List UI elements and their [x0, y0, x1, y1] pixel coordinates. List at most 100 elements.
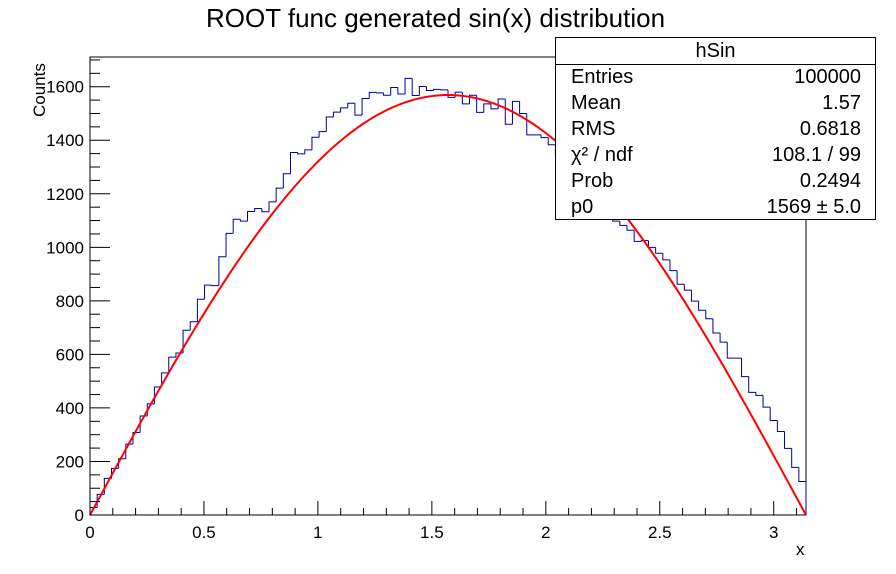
- histogram-bin: [225, 232, 234, 257]
- histogram-bin: [640, 240, 649, 242]
- x-tick-label: 1: [313, 523, 322, 542]
- histogram-bin: [354, 103, 363, 116]
- histogram-bin: [490, 103, 499, 110]
- histogram-bin: [168, 356, 176, 373]
- histogram-bin: [755, 392, 764, 396]
- x-tick-label: 0.5: [192, 523, 216, 542]
- histogram-bin: [705, 310, 713, 320]
- histogram-bin: [254, 208, 262, 212]
- stats-row-chi2: χ² / ndf 108.1 / 99: [571, 142, 861, 168]
- histogram-bin: [332, 111, 341, 117]
- histogram-bin: [390, 87, 398, 96]
- histogram-bin: [368, 91, 377, 99]
- histogram-bin: [282, 173, 291, 189]
- histogram-bin: [433, 88, 441, 91]
- histogram-bin: [189, 321, 198, 331]
- y-tick-label: 0: [75, 506, 84, 525]
- histogram-bin: [748, 376, 756, 393]
- histogram-bin: [519, 101, 527, 114]
- y-axis: 0 200 400 600 800 1000 1200 1400 1600: [46, 59, 110, 525]
- histogram-bin: [196, 298, 205, 322]
- stats-row-rms: RMS 0.6818: [571, 116, 861, 142]
- chart-title: ROOT func generated sin(x) distribution: [206, 3, 666, 33]
- stats-row-p0: p0 1569 ± 5.0: [571, 194, 861, 220]
- fit-layer: [89, 94, 807, 516]
- y-tick-label: 1600: [46, 78, 84, 97]
- stats-value: 1.57: [822, 92, 861, 114]
- histogram-bin: [426, 86, 434, 91]
- stats-value: 0.6818: [799, 118, 861, 140]
- histogram-bin: [325, 116, 334, 132]
- histogram-bin: [719, 332, 728, 343]
- histogram-bin: [125, 443, 133, 459]
- histogram-bin: [375, 92, 384, 94]
- histogram-bin: [411, 78, 420, 97]
- histogram-bin: [798, 467, 807, 515]
- histogram-bin: [182, 329, 191, 354]
- histogram-bin: [647, 240, 656, 248]
- stats-value: 1569 ± 5.0: [766, 196, 861, 218]
- histogram-bin: [361, 97, 370, 116]
- histogram-bin: [726, 342, 735, 359]
- histogram-bin: [669, 259, 678, 272]
- histogram-bin: [340, 107, 348, 113]
- histogram-bin: [232, 218, 241, 234]
- y-tick-label: 400: [56, 399, 84, 418]
- histogram-bin: [461, 92, 470, 105]
- histogram-bin: [633, 230, 642, 242]
- histogram-bin: [268, 201, 277, 212]
- histogram-bin: [204, 284, 212, 300]
- histogram-bin: [762, 395, 771, 408]
- y-tick-label: 1000: [46, 238, 84, 257]
- histogram-bin: [404, 77, 413, 94]
- histogram-bin: [619, 221, 627, 226]
- x-axis: 0 0.5 1 1.5 2 2.5 3: [85, 501, 798, 542]
- histogram-bin: [397, 87, 406, 95]
- stats-key: p0: [571, 196, 594, 218]
- histogram-bin: [304, 149, 312, 154]
- y-tick-label: 1400: [46, 131, 84, 150]
- histogram-bin: [132, 432, 141, 445]
- histogram-bin: [418, 85, 427, 96]
- stats-box-title: hSin: [556, 38, 875, 65]
- histogram-bin: [347, 102, 355, 108]
- histogram-bin: [547, 137, 556, 146]
- histogram-bin: [447, 89, 456, 98]
- stats-value: 0.2494: [799, 170, 861, 192]
- x-tick-label: 2.5: [648, 523, 672, 542]
- histogram-bin: [383, 92, 391, 96]
- histogram-bin: [676, 270, 685, 285]
- histogram-bin: [311, 136, 320, 150]
- stats-key: Prob: [571, 170, 614, 192]
- stats-row-prob: Prob 0.2494: [571, 168, 861, 194]
- plot-frame: [89, 56, 807, 516]
- histogram-bin: [161, 372, 169, 388]
- histogram-bin: [483, 103, 491, 113]
- x-tick-label: 2: [541, 523, 550, 542]
- stats-value: 108.1 / 99: [772, 144, 861, 166]
- y-tick-label: 800: [56, 292, 84, 311]
- histogram-bin: [247, 210, 255, 222]
- x-tick-label: 0: [85, 523, 94, 542]
- histogram-bin: [741, 358, 749, 378]
- histogram-bin: [511, 100, 520, 125]
- histogram-bin: [690, 290, 699, 302]
- y-axis-label: Counts: [30, 63, 49, 117]
- histogram-bin: [655, 247, 663, 254]
- stats-row-entries: Entries 100000: [571, 64, 861, 90]
- stats-key: RMS: [571, 118, 616, 140]
- y-tick-label: 1200: [46, 185, 84, 204]
- stats-key: χ² / ndf: [571, 144, 633, 166]
- histogram-bin: [468, 94, 477, 104]
- stats-key: Entries: [571, 66, 634, 88]
- x-axis-label: x: [796, 540, 805, 559]
- histogram-bin: [626, 225, 635, 231]
- histogram-bin: [776, 420, 785, 432]
- histogram-bin: [275, 187, 284, 202]
- histogram-bin: [118, 458, 126, 469]
- stats-value: 100000: [794, 66, 861, 88]
- histogram-bin: [239, 219, 248, 222]
- histogram-bin: [540, 134, 549, 139]
- histogram-bin: [440, 89, 448, 91]
- histogram-bin: [784, 431, 792, 449]
